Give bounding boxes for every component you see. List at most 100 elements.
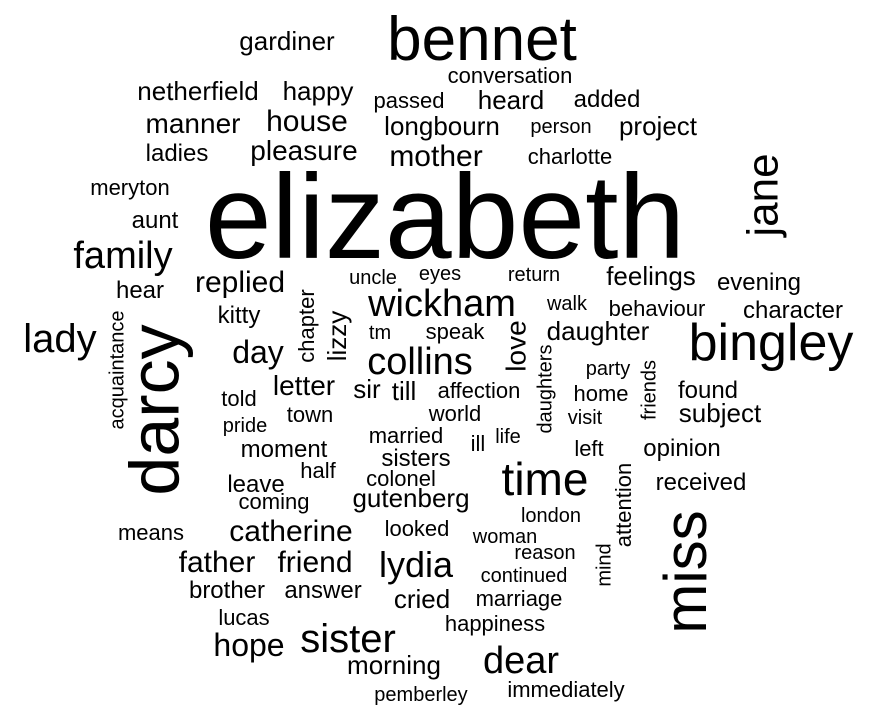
word-morning: morning (347, 650, 441, 680)
word-daughter: daughter (547, 316, 650, 346)
word-lady: lady (23, 317, 96, 361)
word-father: father (179, 546, 256, 579)
word-hope: hope (213, 627, 284, 663)
word-told: told (221, 386, 256, 411)
word-longbourn: longbourn (384, 111, 500, 141)
word-till: till (392, 376, 417, 406)
word-character: character (743, 297, 843, 324)
word-walk: walk (546, 293, 588, 315)
word-person: person (530, 116, 591, 138)
word-moment: moment (241, 436, 328, 463)
word-behaviour: behaviour (609, 296, 706, 321)
word-lydia: lydia (379, 544, 454, 585)
word-colonel: colonel (366, 466, 436, 491)
word-opinion: opinion (643, 435, 720, 462)
word-elizabeth: elizabeth (205, 150, 685, 284)
word-married: married (369, 423, 444, 448)
word-reason: reason (514, 542, 575, 564)
word-project: project (619, 111, 698, 141)
word-jane: jane (739, 153, 788, 238)
word-party: party (586, 358, 630, 380)
word-hear: hear (116, 277, 164, 304)
word-tm: tm (369, 322, 391, 344)
word-subject: subject (679, 398, 762, 428)
word-left: left (574, 436, 603, 461)
word-found: found (678, 377, 738, 404)
word-friends: friends (638, 360, 660, 420)
word-meryton: meryton (90, 175, 169, 200)
word-received: received (656, 469, 747, 496)
word-pride: pride (223, 415, 267, 437)
word-brother: brother (189, 577, 265, 604)
word-life: life (495, 426, 521, 448)
word-town: town (287, 402, 333, 427)
word-gutenberg: gutenberg (352, 483, 469, 513)
word-aunt: aunt (132, 207, 179, 234)
word-love: love (500, 320, 531, 371)
word-charlotte: charlotte (528, 144, 612, 169)
word-pemberley: pemberley (374, 684, 467, 706)
word-sisters: sisters (381, 445, 450, 472)
word-heard: heard (478, 85, 545, 115)
word-uncle: uncle (349, 267, 397, 289)
word-acquaintance: acquaintance (106, 311, 128, 430)
word-half: half (300, 458, 336, 483)
word-immediately: immediately (507, 677, 624, 702)
word-speak: speak (426, 319, 486, 344)
word-means: means (118, 520, 184, 545)
word-home: home (573, 381, 628, 406)
word-looked: looked (385, 516, 450, 541)
word-ladies: ladies (146, 140, 209, 167)
word-sister: sister (300, 617, 396, 661)
word-sir: sir (353, 374, 381, 404)
word-ill: ill (471, 431, 486, 456)
word-london: london (521, 505, 581, 527)
word-mother: mother (389, 140, 482, 173)
word-world: world (428, 401, 482, 426)
word-lizzy: lizzy (322, 311, 352, 362)
word-friend: friend (277, 546, 352, 579)
word-bennet: bennet (387, 5, 577, 74)
word-coming: coming (239, 489, 310, 514)
word-added: added (574, 86, 641, 113)
word-mind: mind (593, 543, 615, 586)
word-dear: dear (483, 640, 559, 682)
word-time: time (502, 453, 589, 505)
word-gardiner: gardiner (239, 26, 335, 56)
word-lucas: lucas (218, 605, 269, 630)
word-evening: evening (717, 269, 801, 296)
word-return: return (508, 264, 560, 286)
word-wickham: wickham (367, 283, 516, 325)
word-pleasure: pleasure (250, 135, 357, 166)
word-letter: letter (273, 370, 335, 401)
word-happy: happy (283, 76, 354, 106)
word-eyes: eyes (419, 263, 461, 285)
word-miss: miss (652, 510, 719, 633)
word-replied: replied (195, 266, 285, 299)
word-continued: continued (481, 565, 568, 587)
word-woman: woman (472, 526, 537, 548)
word-manner: manner (146, 108, 241, 139)
word-affection: affection (438, 378, 521, 403)
word-conversation: conversation (448, 63, 573, 88)
word-darcy: darcy (115, 324, 193, 495)
word-day: day (232, 334, 284, 370)
word-collins: collins (367, 341, 473, 383)
word-chapter: chapter (294, 289, 319, 362)
word-visit: visit (568, 407, 603, 429)
word-attention: attention (611, 463, 636, 547)
word-netherfield: netherfield (137, 76, 258, 106)
word-marriage: marriage (476, 586, 563, 611)
word-answer: answer (284, 577, 361, 604)
word-kitty: kitty (218, 302, 261, 329)
word-bingley: bingley (689, 314, 854, 372)
word-feelings: feelings (606, 261, 696, 291)
word-passed: passed (374, 88, 445, 113)
word-daughters: daughters (534, 345, 556, 434)
word-family: family (73, 235, 172, 277)
word-cried: cried (394, 584, 450, 614)
word-leave: leave (227, 471, 284, 498)
word-house: house (266, 105, 348, 138)
word-happiness: happiness (445, 611, 545, 636)
